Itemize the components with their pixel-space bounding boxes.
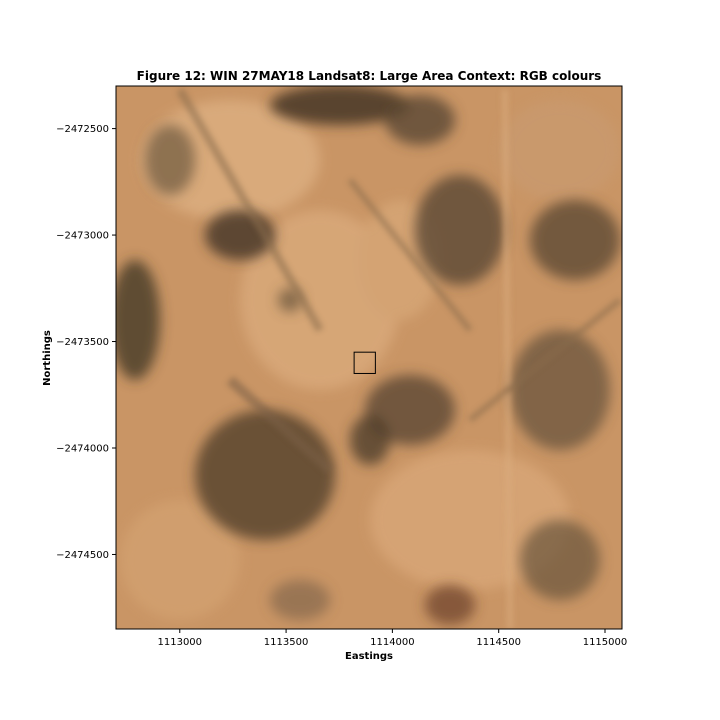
x-axis-label: Eastings	[345, 651, 393, 662]
x-tick-label: 1113000	[158, 637, 203, 648]
y-tick-label: −2474500	[56, 550, 109, 561]
y-axis: −2472500 −2473000 −2473500 −2474000 −2474500	[56, 124, 116, 561]
x-tick-label: 1114500	[476, 637, 521, 648]
x-axis: 1113000 1113500 1114000 1114500 1115000	[158, 629, 628, 648]
chart-title: Figure 12: WIN 27MAY18 Landsat8: Large A…	[137, 69, 602, 83]
x-tick-label: 1115000	[583, 637, 628, 648]
plot-frame	[115, 85, 623, 630]
y-tick-label: −2473500	[56, 337, 109, 348]
x-tick-label: 1113500	[264, 637, 309, 648]
image-dark-areas	[116, 86, 620, 625]
highlight-box	[353, 351, 376, 374]
y-tick-label: −2472500	[56, 124, 109, 135]
y-tick-label: −2474000	[56, 444, 109, 455]
image-texture	[176, 87, 622, 629]
y-axis-label: Northings	[42, 330, 53, 386]
x-tick-label: 1114000	[370, 637, 415, 648]
y-tick-label: −2473000	[56, 231, 109, 242]
satellite-image	[116, 86, 622, 629]
